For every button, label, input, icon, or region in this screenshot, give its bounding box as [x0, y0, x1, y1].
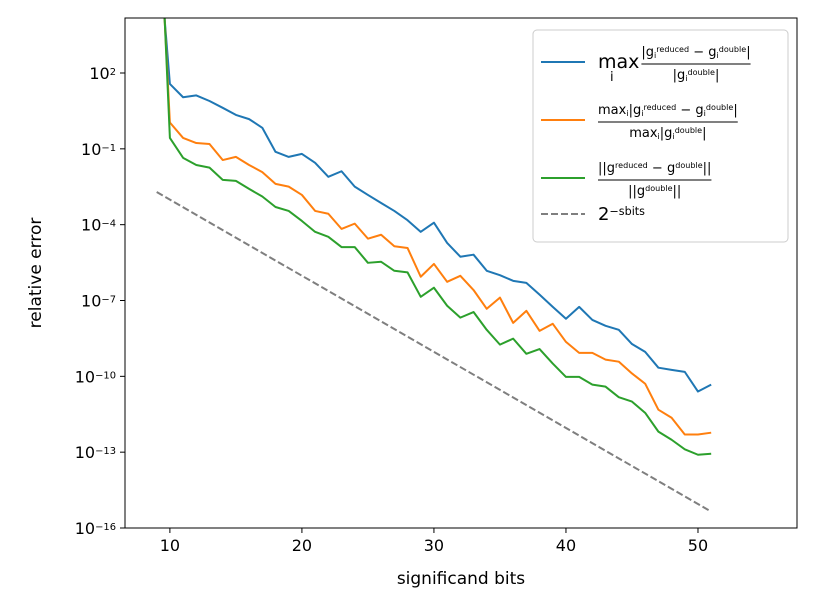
y-tick-label: 10−13	[75, 443, 116, 462]
legend-text: |gidouble|	[673, 68, 720, 83]
legend-label: 2−sbits	[598, 204, 645, 225]
x-tick-label: 50	[688, 536, 708, 555]
y-tick-label: 10−1	[81, 140, 116, 159]
legend-label: maxi |gireduced − gidouble| |gidouble|	[598, 45, 751, 85]
legend-label: maxi|gireduced − gidouble| maxi|gidouble|	[598, 103, 738, 141]
series-line	[163, 18, 712, 456]
x-tick-label: 10	[160, 536, 180, 555]
plot-lines	[156, 18, 712, 513]
legend-text: ||gdouble||	[628, 184, 681, 199]
series-line	[163, 18, 712, 393]
x-tick-label: 30	[424, 536, 444, 555]
y-tick-label: 102	[89, 64, 116, 83]
x-tick-label: 40	[556, 536, 576, 555]
series-line	[156, 191, 712, 513]
y-tick-label: 10−16	[75, 519, 116, 538]
legend-box	[532, 29, 789, 243]
y-tick-label: 10−10	[75, 367, 116, 386]
x-axis-label: significand bits	[397, 569, 525, 589]
legend-text: 2−sbits	[598, 204, 645, 225]
series-line	[163, 18, 712, 436]
legend-label: ||greduced − gdouble|| ||gdouble||	[598, 161, 712, 199]
legend-text: ||greduced − gdouble||	[598, 161, 711, 176]
x-tick-label: 20	[292, 536, 312, 555]
legend-text: maxi|gireduced − gidouble|	[598, 103, 738, 118]
plot-frame	[124, 17, 798, 529]
legend-text: max	[598, 51, 639, 73]
y-tick-label: 10−7	[81, 292, 116, 311]
y-axis-label: relative error	[26, 218, 46, 329]
legend-text: |gireduced − gidouble|	[641, 45, 750, 60]
legend-text: i	[610, 70, 614, 85]
y-tick-label: 10−4	[81, 216, 116, 235]
legend-text: maxi|gidouble|	[629, 126, 706, 141]
